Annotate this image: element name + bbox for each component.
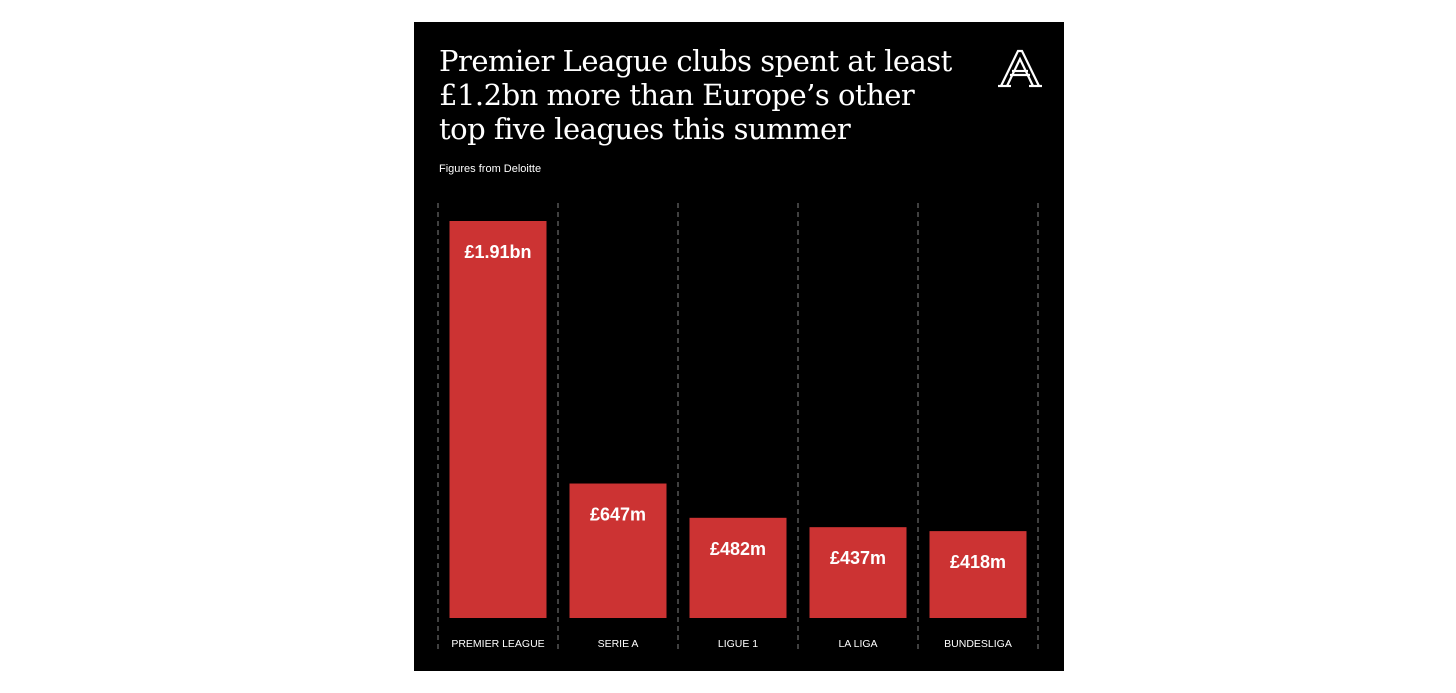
chart-title: Premier League clubs spent at least £1.2… [439, 44, 952, 146]
athletic-a-logo-icon [998, 49, 1042, 88]
chart-subtitle: Figures from Deloitte [439, 163, 542, 175]
category-label: BUNDESLIGA [944, 638, 1012, 650]
bar-chart: £1.91bn PREMIER LEAGUE £647m SERIE A £482m LI… [437, 203, 1039, 651]
category-label: PREMIER LEAGUE [451, 638, 544, 650]
category-label: LA LIGA [838, 638, 877, 650]
bar-value-label: £647m [590, 505, 646, 525]
bar [929, 531, 1027, 618]
chart-panel: Premier League clubs spent at least £1.2… [414, 22, 1064, 671]
bar-value-label: £437m [830, 548, 886, 568]
bar [569, 483, 667, 618]
bar-value-label: £1.91bn [464, 242, 531, 262]
category-label: SERIE A [598, 638, 639, 650]
bar-value-label: £482m [710, 539, 766, 559]
bar-value-label: £418m [950, 552, 1006, 572]
bar [449, 221, 547, 618]
category-label: LIGUE 1 [718, 638, 758, 650]
bar [689, 517, 787, 618]
bar [809, 527, 907, 618]
